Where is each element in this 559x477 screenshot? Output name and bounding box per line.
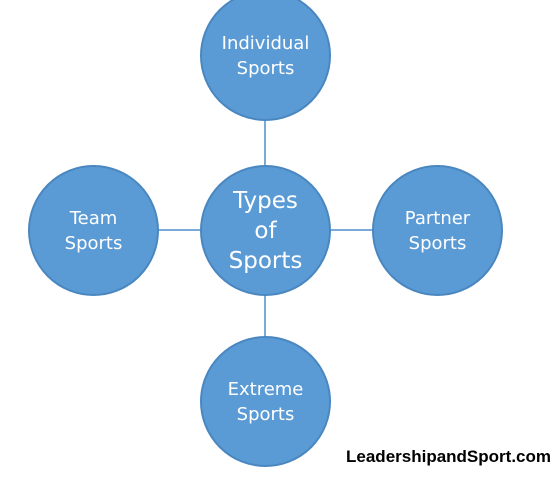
connector-bottom xyxy=(264,295,266,337)
node-team-sports: Team Sports xyxy=(28,165,159,296)
connector-left xyxy=(158,229,201,231)
node-partner-sports-label: Partner Sports xyxy=(404,207,471,254)
node-types-of-sports: Types of Sports xyxy=(200,165,331,296)
connector-top xyxy=(264,120,266,165)
node-extreme-sports: Extreme Sports xyxy=(200,336,331,467)
site-watermark: LeadershipandSport.com xyxy=(346,447,551,466)
node-extreme-sports-label: Extreme Sports xyxy=(227,378,304,425)
node-partner-sports: Partner Sports xyxy=(372,165,503,296)
node-individual-sports: Individual Sports xyxy=(200,0,331,121)
node-types-of-sports-label: Types of Sports xyxy=(228,187,303,274)
connector-right xyxy=(331,229,373,231)
node-team-sports-label: Team Sports xyxy=(64,207,123,254)
node-individual-sports-label: Individual Sports xyxy=(221,32,310,79)
